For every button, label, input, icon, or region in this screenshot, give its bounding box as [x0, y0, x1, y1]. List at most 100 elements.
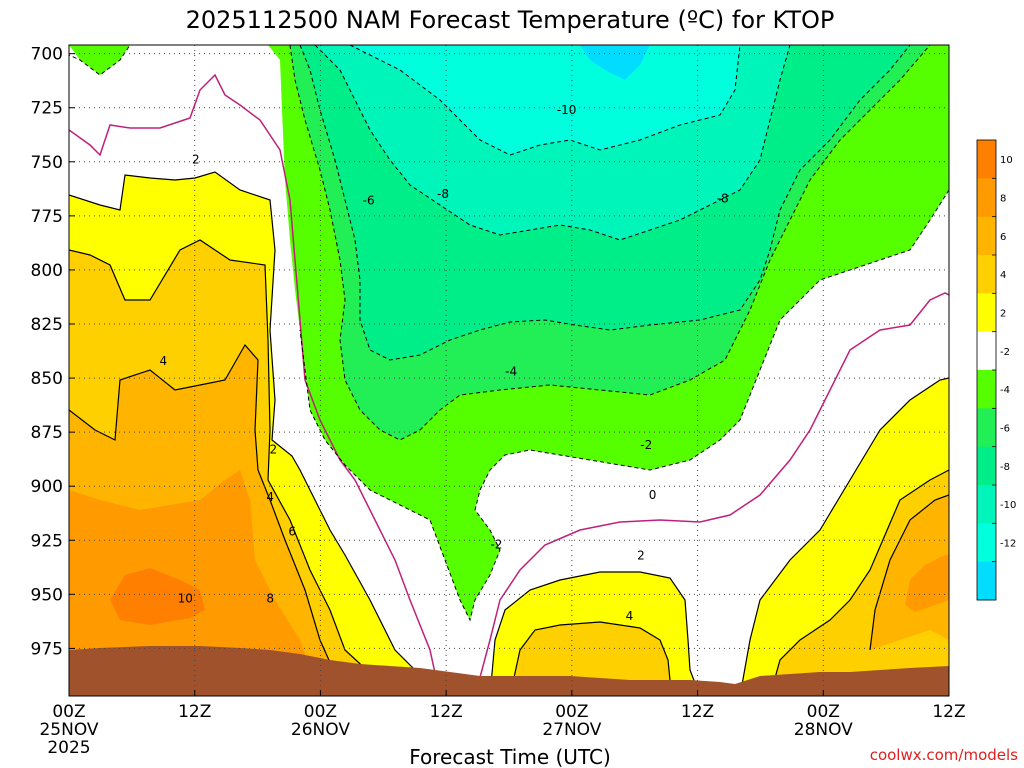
x-tick-label: 12Z	[430, 702, 463, 722]
contour-line-dashed-1	[289, 45, 931, 441]
credit-text: coolwx.com/models	[870, 746, 1018, 764]
contour-label: 2	[637, 548, 645, 562]
warm-region-8-10-left	[69, 470, 320, 696]
colorbar: 10 8 6 4 2 -2 -4 -6 -8 -10 -12	[976, 139, 1016, 601]
y-tick-label: 825	[31, 315, 63, 335]
x-tick-label: 25NOV	[39, 720, 98, 740]
contour-label: 4	[626, 609, 634, 623]
colorbar-band	[977, 140, 996, 179]
x-tick-label: 12Z	[178, 702, 211, 722]
contour-label: 2	[192, 153, 200, 167]
x-tick-label: 12Z	[681, 702, 714, 722]
cold-region-minus10-12	[350, 45, 740, 155]
x-tick-label: 00Z	[52, 702, 85, 722]
plot-area: 2 4 2 4 6 8 10 -6 -8 -10 -8 -4 -2 0 -2 2 4	[69, 45, 949, 696]
y-tick-label: 700	[31, 45, 63, 65]
colorbar-tick-label: 6	[1000, 232, 1006, 243]
contour-label: -6	[363, 194, 375, 208]
x-axis-title: Forecast Time (UTC)	[409, 745, 611, 768]
contour-line-dashed-6	[299, 189, 949, 622]
colorbar-tick-label: -2	[1000, 347, 1010, 358]
grid-lines	[69, 45, 949, 696]
contour-line-solid-right	[739, 377, 949, 696]
contour-line-solid-right-3	[869, 494, 949, 651]
y-tick-label: 950	[31, 585, 63, 605]
y-tick-label: 975	[31, 639, 63, 659]
contour-line-solid-center-2	[509, 621, 681, 696]
colorbar-band	[977, 178, 996, 218]
colorbar-band	[977, 446, 996, 486]
contour-lines	[69, 45, 949, 696]
contour-label: 4	[159, 354, 167, 368]
colorbar-tick-label: -8	[1000, 462, 1010, 473]
contour-label: 8	[266, 592, 274, 606]
colorbar-band	[977, 216, 996, 256]
contour-label: 10	[178, 592, 193, 606]
y-tick-label: 900	[31, 477, 63, 497]
x-tick-label: 12Z	[932, 702, 965, 722]
contour-line-0-left	[69, 73, 441, 696]
contour-line-dashed-3	[314, 45, 791, 241]
contour-line-solid-left-2	[69, 239, 396, 696]
colorbar-tick-label: -10	[1000, 500, 1016, 511]
x-tick-label: 00Z	[807, 702, 840, 722]
x-tick-label: 00Z	[555, 702, 588, 722]
contour-line-0-right	[474, 292, 949, 696]
x-tick-label: 00Z	[304, 702, 337, 722]
colorbar-tick-label: 8	[1000, 194, 1006, 205]
colorbar-tick-label: 4	[1000, 270, 1006, 281]
x-tick-label: 28NOV	[794, 720, 853, 740]
y-tick-label: 925	[31, 531, 63, 551]
contour-label: -4	[505, 365, 517, 379]
colorbar-band	[977, 408, 996, 448]
contour-label: 2	[269, 442, 277, 456]
y-tick-label: 850	[31, 369, 63, 389]
y-tick-label: 875	[31, 423, 63, 443]
contour-label: -8	[717, 192, 729, 206]
contour-label: -10	[557, 103, 577, 117]
chart-title: 2025112500 NAM Forecast Temperature (ºC)…	[186, 6, 835, 34]
y-axis: 700 725 750 775 800 825 850 875 900 925 950 975	[31, 45, 75, 659]
x-tick-label: 26NOV	[291, 720, 350, 740]
cold-region-minus12-14	[580, 45, 650, 80]
warm-region-6-8-right	[870, 495, 949, 650]
contour-labels: 2 4 2 4 6 8 10 -6 -8 -10 -8 -4 -2 0 -2 2 4	[159, 103, 729, 623]
y-tick-label: 750	[31, 153, 63, 173]
contour-label: 4	[266, 490, 274, 504]
colorbar-tick-label: -4	[1000, 385, 1010, 396]
y-tick-label: 775	[31, 207, 63, 227]
contour-line-solid-center	[489, 571, 701, 696]
contour-label: -2	[640, 438, 652, 452]
contour-line-dashed-2	[299, 45, 911, 361]
colorbar-tick-label: 2	[1000, 309, 1006, 320]
colorbar-band	[977, 523, 996, 563]
contour-line-solid-right-2	[769, 469, 949, 696]
contour-label: -2	[490, 538, 502, 552]
colorbar-band	[977, 485, 996, 524]
y-tick-label: 725	[31, 99, 63, 119]
contour-label: 6	[288, 525, 296, 539]
warm-region-8-10-right	[905, 555, 949, 612]
warm-region-10-plus-left	[110, 568, 205, 625]
colorbar-band	[977, 561, 996, 601]
warm-region-4-6-right	[770, 470, 949, 696]
contour-line-solid-left-3	[69, 343, 346, 696]
plot-frame	[68, 44, 950, 697]
colorbar-tick-label: 10	[1000, 155, 1013, 166]
contour-line-dashed-5	[69, 45, 131, 76]
colorbar-band	[977, 255, 996, 294]
colorbar-band	[977, 331, 996, 371]
colorbar-band	[977, 293, 996, 333]
y-tick-label: 800	[31, 261, 63, 281]
terrain	[69, 646, 949, 696]
colorbar-tick-label: -12	[1000, 539, 1016, 550]
temperature-fill-regions	[69, 45, 949, 696]
contour-label: 0	[649, 488, 657, 502]
contour-line-dashed-4	[349, 45, 741, 156]
contour-label: -8	[437, 187, 449, 201]
contour-line-solid-left	[69, 171, 426, 681]
colorbar-band	[977, 370, 996, 409]
x-tick-label: 27NOV	[542, 720, 601, 740]
